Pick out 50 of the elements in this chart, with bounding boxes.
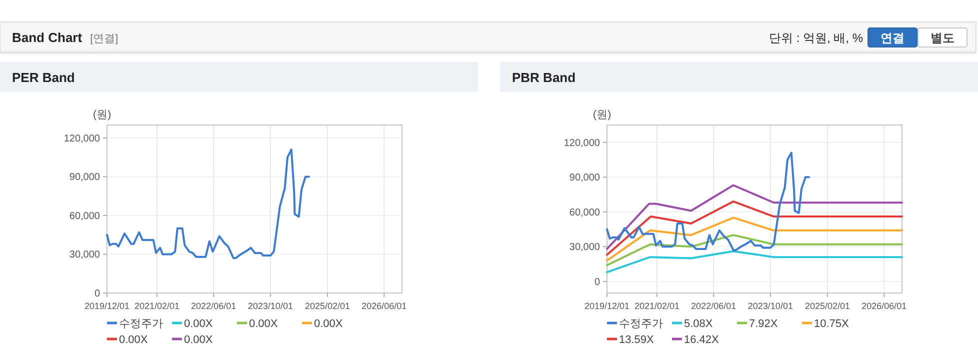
y-axis-title: (원) bbox=[592, 109, 612, 121]
legend-label: 5.08X bbox=[684, 318, 714, 330]
y-tick-label: 30,000 bbox=[69, 250, 100, 261]
x-tick-label: 2026/06/01 bbox=[862, 301, 907, 311]
x-tick-label: 2021/02/01 bbox=[134, 301, 180, 311]
x-tick-label: 2025/02/01 bbox=[804, 301, 850, 311]
legend-label: 0.00X bbox=[314, 318, 344, 330]
y-tick-label: 60,000 bbox=[569, 207, 600, 218]
y-tick-label: 120,000 bbox=[564, 138, 600, 149]
legend-label: 0.00X bbox=[184, 318, 214, 330]
legend-label: 0.00X bbox=[119, 334, 148, 346]
text: Band Chart bbox=[12, 30, 83, 45]
legend-label: 10.75X bbox=[814, 318, 850, 330]
y-tick-label: 60,000 bbox=[69, 210, 100, 222]
legend-label: 수정주가 bbox=[119, 318, 163, 330]
y-tick-label: 30,000 bbox=[569, 242, 600, 254]
y-axis-title: (원) bbox=[92, 109, 112, 121]
x-tick-label: 2022/06/01 bbox=[691, 301, 736, 311]
line-series bbox=[606, 234, 903, 266]
line-series bbox=[606, 200, 903, 256]
x-tick-label: 2025/02/01 bbox=[304, 301, 350, 311]
x-tick-label: 2019/12/01 bbox=[584, 301, 630, 311]
legend-label: 0.00X bbox=[249, 318, 278, 330]
x-tick-label: 2022/06/01 bbox=[191, 301, 236, 311]
text: 별도 bbox=[930, 31, 954, 45]
x-tick-label: 2023/10/01 bbox=[248, 301, 293, 311]
text: [연결] bbox=[90, 33, 118, 45]
x-tick-label: 2026/06/01 bbox=[362, 301, 407, 311]
x-tick-label: 2023/10/01 bbox=[748, 301, 793, 311]
line-series bbox=[606, 216, 903, 262]
x-tick-label: 2021/02/01 bbox=[634, 301, 680, 311]
legend-label: 수정주가 bbox=[619, 318, 663, 330]
y-tick-label: 0 bbox=[94, 288, 100, 300]
y-tick-label: 90,000 bbox=[569, 172, 600, 184]
line-series bbox=[106, 148, 310, 260]
chart-title: PER Band bbox=[12, 70, 75, 85]
legend-label: 0.00X bbox=[184, 334, 214, 346]
y-tick-label: 90,000 bbox=[69, 172, 100, 184]
y-tick-label: 120,000 bbox=[64, 133, 100, 144]
y-tick-label: 0 bbox=[594, 276, 600, 288]
text: 연결 bbox=[880, 31, 904, 45]
chart-title: PBR Band bbox=[512, 70, 576, 85]
legend-label: 13.59X bbox=[619, 334, 655, 346]
line-series bbox=[606, 250, 903, 274]
legend-label: 16.42X bbox=[684, 334, 720, 346]
legend-label: 7.92X bbox=[749, 318, 778, 330]
text: 단위 : 억원, 배, % bbox=[768, 31, 864, 45]
x-tick-label: 2019/12/01 bbox=[84, 301, 130, 311]
line-series bbox=[606, 184, 903, 250]
line-series bbox=[606, 152, 810, 252]
